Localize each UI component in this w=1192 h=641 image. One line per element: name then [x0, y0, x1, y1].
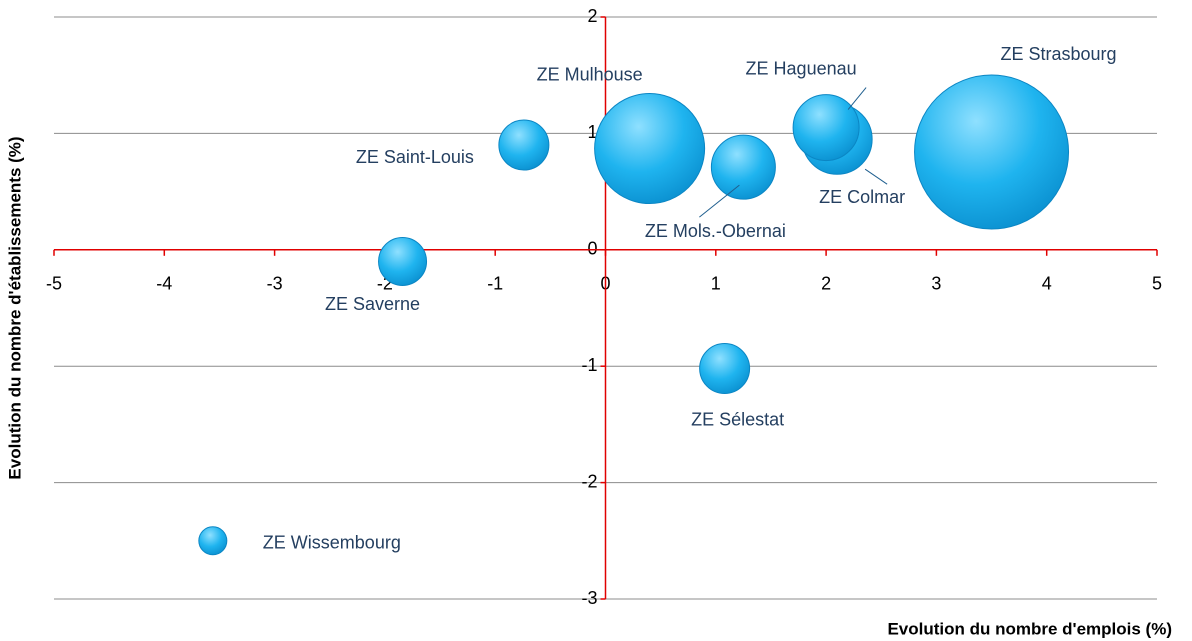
point-label: ZE Mols.-Obernai — [645, 221, 786, 241]
x-tick-label: -4 — [156, 274, 172, 294]
point-label: ZE Colmar — [819, 187, 905, 207]
point-label: ZE Saverne — [325, 294, 420, 314]
x-tick-label: -3 — [267, 274, 283, 294]
bubble — [498, 119, 550, 171]
x-tick-label: 3 — [931, 274, 941, 294]
bubble — [710, 134, 776, 200]
bubble — [914, 74, 1070, 230]
x-tick-label: -1 — [487, 274, 503, 294]
leader-line — [864, 168, 888, 185]
x-tick-label: 1 — [711, 274, 721, 294]
y-tick-label: -1 — [581, 355, 597, 375]
x-tick-label: 2 — [821, 274, 831, 294]
y-tick-label: 2 — [587, 6, 597, 26]
y-axis-title: Evolution du nombre d'établissements (%) — [5, 136, 24, 479]
x-tick-label: 5 — [1152, 274, 1162, 294]
bubble — [792, 94, 860, 162]
y-tick-label: -3 — [581, 588, 597, 608]
leader-line — [699, 184, 740, 218]
x-tick-label: -5 — [46, 274, 62, 294]
point-label: ZE Sélestat — [691, 409, 784, 429]
y-tick-label: 1 — [587, 122, 597, 142]
point-label: ZE Mulhouse — [537, 64, 643, 84]
leader-line — [847, 87, 867, 110]
point-label: ZE Wissembourg — [263, 533, 401, 553]
bubble — [699, 343, 751, 395]
bubble — [198, 526, 228, 556]
y-tick-label: 0 — [587, 239, 597, 259]
bubble — [378, 236, 428, 286]
point-label: ZE Haguenau — [746, 58, 857, 78]
x-axis-title: Evolution du nombre d'emplois (%) — [887, 619, 1172, 638]
x-tick-label: 4 — [1042, 274, 1052, 294]
bubble — [594, 93, 706, 205]
point-label: ZE Saint-Louis — [356, 147, 474, 167]
point-label: ZE Strasbourg — [1001, 44, 1117, 64]
y-tick-label: -2 — [581, 471, 597, 491]
